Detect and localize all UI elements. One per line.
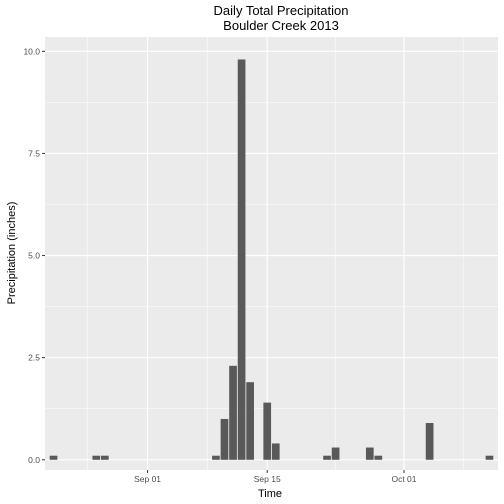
minor-gridlines <box>45 37 498 470</box>
x-axis-title: Time <box>258 488 282 500</box>
bar <box>49 455 58 460</box>
bar <box>212 455 220 460</box>
plot-panel <box>45 37 498 470</box>
bar <box>237 59 246 460</box>
y-axis: 0.0 2.5 5.0 7.5 10.0 <box>23 46 45 465</box>
bars <box>49 59 494 460</box>
y-tick-label: 2.5 <box>28 353 40 363</box>
bar <box>425 423 434 460</box>
y-tick-label: 7.5 <box>28 148 40 158</box>
bar <box>246 382 254 460</box>
bar <box>263 402 272 460</box>
bar <box>485 455 494 460</box>
bar <box>331 447 340 460</box>
chart-title-line-1: Daily Total Precipitation <box>214 3 349 18</box>
bar <box>365 447 374 460</box>
bar <box>92 455 101 460</box>
y-tick-label: 0.0 <box>28 455 40 465</box>
y-tick-label: 10.0 <box>23 46 40 56</box>
bar <box>229 365 237 460</box>
y-tick-label: 5.0 <box>28 251 40 261</box>
x-tick-label: Sep 01 <box>134 474 161 484</box>
bar <box>271 443 280 460</box>
x-tick-label: Oct 01 <box>391 474 416 484</box>
chart-title-line-2: Boulder Creek 2013 <box>223 18 339 33</box>
bar <box>323 455 331 460</box>
major-gridlines <box>45 37 498 470</box>
bar <box>374 455 383 460</box>
y-axis-title: Precipitation (inches) <box>6 202 18 305</box>
bar <box>100 455 109 460</box>
x-axis: Sep 01 Sep 15 Oct 01 <box>134 470 417 484</box>
bar <box>220 418 229 460</box>
x-tick-label: Sep 15 <box>254 474 281 484</box>
